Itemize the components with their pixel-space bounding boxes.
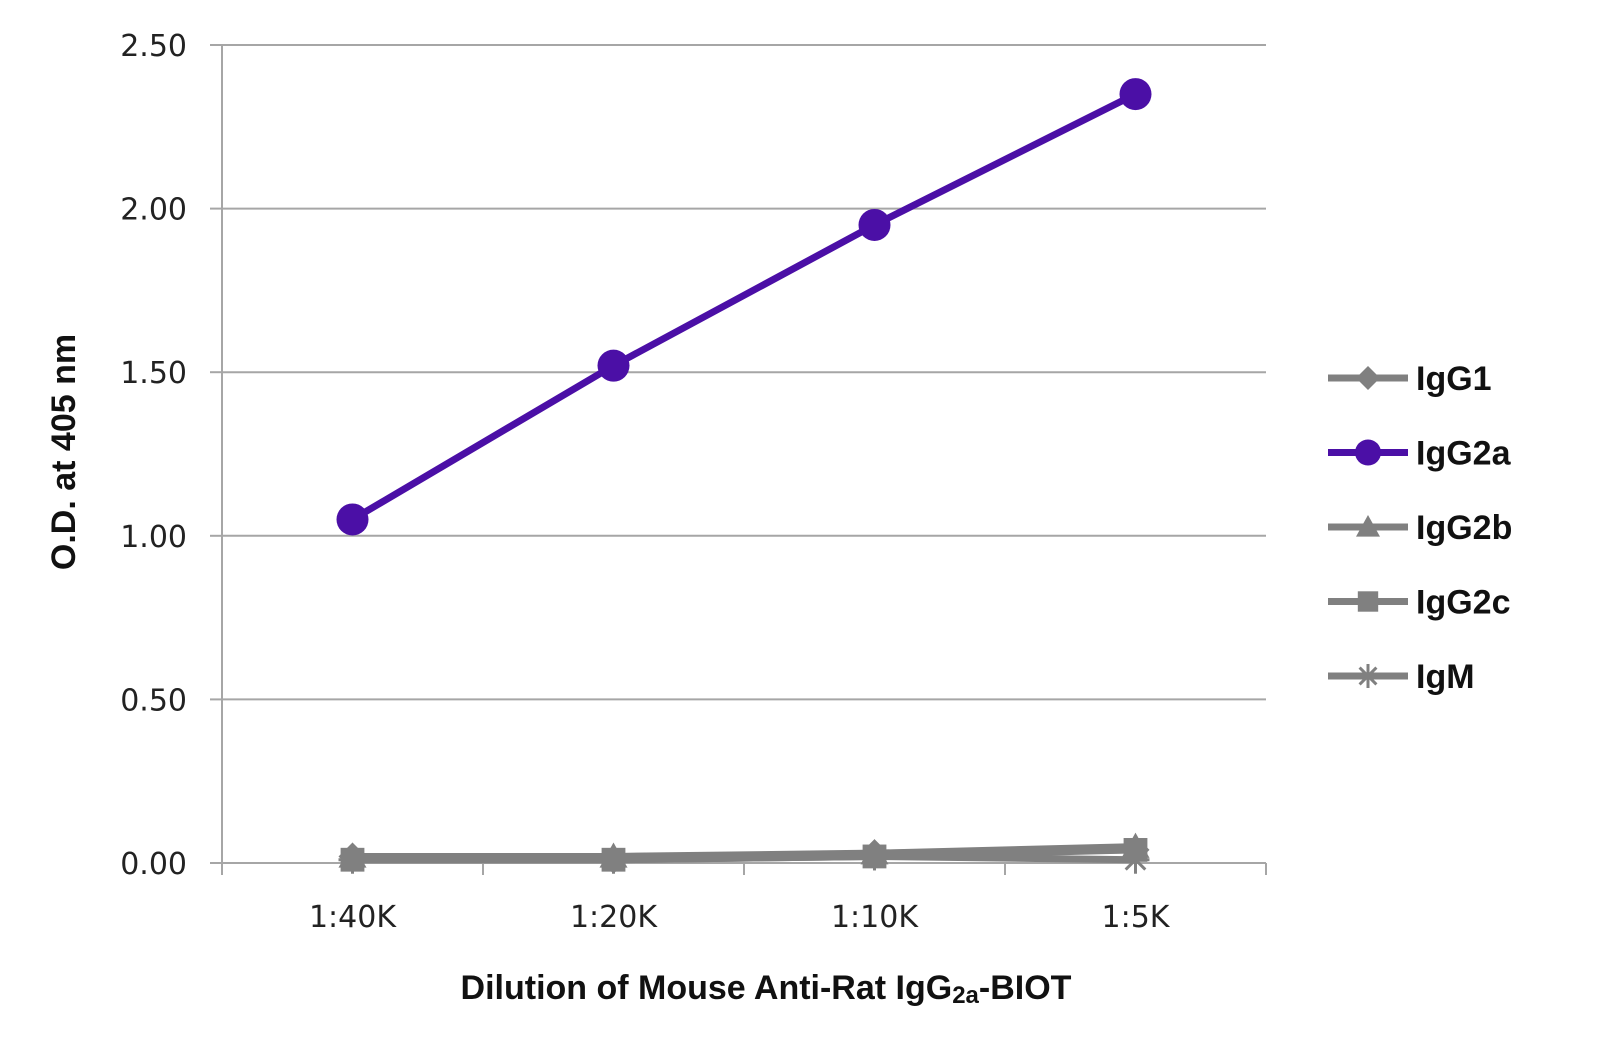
axes — [210, 44, 1267, 875]
legend-marker — [1356, 515, 1380, 537]
legend-label: IgG1 — [1416, 360, 1492, 398]
y-tick-label: 1.00 — [120, 520, 187, 555]
x-tick-label: 1:5K — [1102, 900, 1171, 935]
y-tick-labels: 0.00 0.50 1.00 1.50 2.00 2.50 — [120, 29, 187, 882]
series-igm — [338, 842, 1150, 874]
x-axis-title: Dilution of Mouse Anti-Rat IgG2a-BIOT — [461, 969, 1072, 1009]
legend-marker — [1356, 366, 1380, 390]
data-point — [336, 503, 369, 536]
data-point — [1119, 78, 1152, 111]
x-tick-label: 1:40K — [309, 900, 397, 935]
data-point — [597, 349, 630, 382]
legend-item-igg1: IgG1 — [1328, 360, 1492, 398]
y-tick-label: 1.50 — [120, 356, 187, 391]
x-axis-title-subscript: 2a — [952, 982, 979, 1009]
legend-marker — [1355, 439, 1381, 466]
x-axis-title-suffix: -BIOT — [979, 969, 1072, 1007]
y-tick-label: 0.50 — [120, 683, 187, 718]
data-point — [858, 208, 891, 241]
series-igg2a — [336, 78, 1152, 536]
legend-label: IgG2a — [1416, 435, 1512, 473]
legend-label: IgM — [1416, 658, 1475, 696]
legend-item-igm: IgM — [1328, 658, 1475, 696]
y-tick-label: 2.00 — [120, 193, 187, 228]
series-line — [352, 852, 1136, 864]
legend-item-igg2b: IgG2b — [1328, 509, 1512, 547]
legend-item-igg2c: IgG2c — [1328, 584, 1510, 622]
data-point — [1121, 845, 1150, 874]
legend-item-igg2a: IgG2a — [1328, 435, 1512, 473]
data-point — [860, 842, 889, 871]
y-tick-label: 0.00 — [120, 847, 187, 882]
x-tick-labels: 1:40K 1:20K 1:10K 1:5K — [309, 900, 1171, 935]
legend-label: IgG2b — [1416, 509, 1512, 547]
series — [336, 78, 1152, 874]
data-point — [599, 845, 628, 874]
x-axis-title-main: Dilution of Mouse Anti-Rat IgG — [461, 969, 953, 1007]
x-tick-label: 1:20K — [570, 900, 658, 935]
legend-marker — [1356, 664, 1380, 688]
data-point — [338, 845, 367, 874]
legend: IgG1 IgG2a IgG2b IgG2c IgM — [1328, 360, 1512, 696]
gridlines — [222, 44, 1266, 864]
legend-marker — [1357, 591, 1379, 612]
series-line — [350, 90, 1138, 523]
y-axis-title: O.D. at 405 nm — [45, 334, 83, 570]
x-tick-label: 1:10K — [831, 900, 919, 935]
legend-label: IgG2c — [1416, 584, 1510, 622]
y-tick-label: 2.50 — [120, 29, 187, 64]
